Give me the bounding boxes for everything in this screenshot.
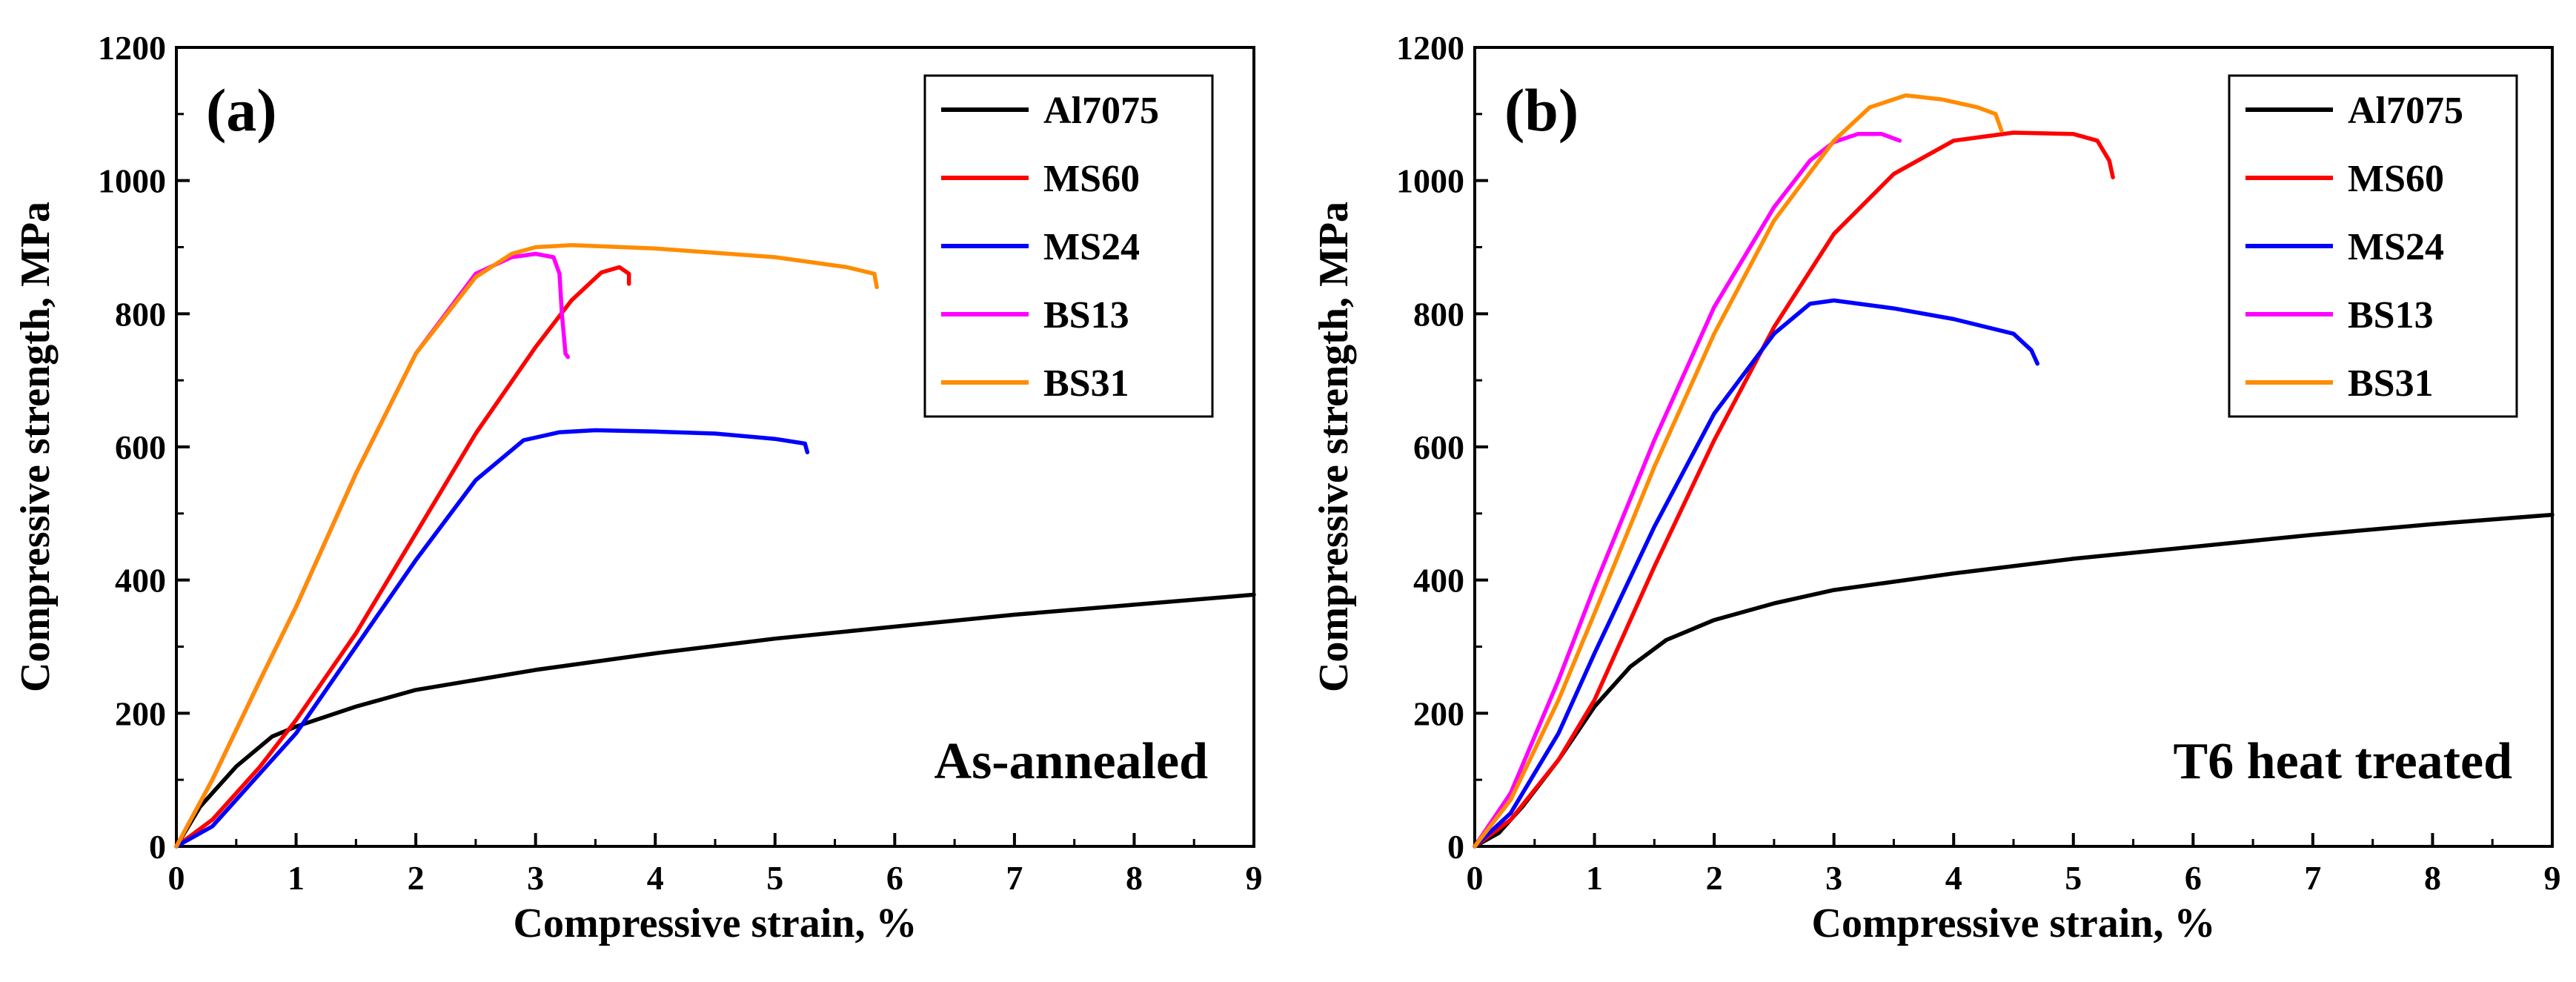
x-tick-label: 5 <box>766 859 783 897</box>
y-tick-label: 600 <box>1413 428 1464 466</box>
legend-a: Al7075 MS60 MS24 BS13 BS31 <box>923 74 1214 418</box>
x-tick-label: 1 <box>288 859 305 897</box>
x-tick-label: 2 <box>1706 859 1723 897</box>
legend-b: Al7075 MS60 MS24 BS13 BS31 <box>2228 74 2518 418</box>
panel-label-a: (a) <box>206 76 277 144</box>
x-tick-label: 2 <box>408 859 425 897</box>
y-tick-label: 800 <box>1413 295 1464 333</box>
series-line-ms60-b <box>1473 130 2115 849</box>
y-tick-label: 200 <box>1413 694 1464 732</box>
y-tick-label: 400 <box>1413 562 1464 600</box>
x-tick-label: 3 <box>1825 859 1842 897</box>
series-line-bs31-b <box>1473 93 2004 849</box>
y-tick-label: 0 <box>149 828 166 866</box>
legend-entry-al7075: Al7075 <box>1043 90 1159 132</box>
legend-entry-ms24: MS24 <box>2348 226 2444 268</box>
condition-label-b: T6 heat treated <box>2174 733 2513 790</box>
series-line-bs13-a <box>174 251 571 849</box>
series-line-ms24-a <box>174 428 810 849</box>
panel-label-b: (b) <box>1504 76 1579 144</box>
legend-entry-bs31: BS31 <box>1043 362 1129 405</box>
x-tick-label: 0 <box>1467 859 1484 897</box>
x-tick-label: 7 <box>2304 859 2321 897</box>
y-tick-label: 1200 <box>98 29 166 67</box>
x-tick-label: 9 <box>1246 859 1263 897</box>
y-tick-label: 0 <box>1447 828 1464 866</box>
legend-entry-ms24: MS24 <box>1043 226 1140 268</box>
x-tick-label: 7 <box>1006 859 1023 897</box>
y-tick-label: 600 <box>115 428 166 466</box>
condition-label-a: As-annealed <box>935 733 1209 790</box>
panel-b: 0 200 400 600 800 1000 1200 0 1 2 3 4 5 6 7 8 9 (b) T6 … <box>1311 29 2561 946</box>
x-tick-label: 8 <box>2424 859 2441 897</box>
x-tick-label: 3 <box>527 859 544 897</box>
x-tick-label: 8 <box>1126 859 1143 897</box>
series-line-bs13-b <box>1473 132 1902 849</box>
y-axis-title-b: Compressive strength, MPa <box>1311 202 1357 692</box>
series-line-bs31-a <box>174 243 879 849</box>
x-axis-title-b: Compressive strain, % <box>1812 900 2216 946</box>
legend-entry-ms60: MS60 <box>2348 158 2444 200</box>
x-tick-label: 0 <box>168 859 185 897</box>
legend-entry-bs13: BS13 <box>1043 294 1129 336</box>
legend-entry-bs31: BS31 <box>2348 362 2434 405</box>
x-tick-label: 9 <box>2544 859 2561 897</box>
x-axis-title-a: Compressive strain, % <box>514 900 917 946</box>
x-tick-label: 4 <box>1945 859 1962 897</box>
y-tick-label: 1000 <box>1396 162 1464 200</box>
series-line-ms24-b <box>1473 298 2040 849</box>
y-tick-label: 800 <box>115 295 166 333</box>
panel-a: 0 200 400 600 800 1000 1200 0 1 2 3 4 5 6 7 8 9 (a) As-… <box>13 29 1263 946</box>
legend-entry-bs13: BS13 <box>2348 294 2434 336</box>
x-tick-label: 4 <box>647 859 664 897</box>
y-axis-title-a: Compressive strength, MPa <box>13 202 59 692</box>
x-tick-label: 6 <box>2185 859 2202 897</box>
x-tick-label: 1 <box>1586 859 1603 897</box>
x-tick-label: 6 <box>886 859 903 897</box>
y-tick-label: 400 <box>115 562 166 600</box>
legend-entry-al7075: Al7075 <box>2348 90 2463 132</box>
series-line-al7075-a <box>174 592 1256 849</box>
y-tick-label: 1200 <box>1396 29 1464 67</box>
y-tick-label: 200 <box>115 694 166 732</box>
legend-entry-ms60: MS60 <box>1043 158 1140 200</box>
x-tick-label: 5 <box>2065 859 2082 897</box>
series-line-ms60-a <box>174 265 631 849</box>
y-tick-label: 1000 <box>98 162 166 200</box>
